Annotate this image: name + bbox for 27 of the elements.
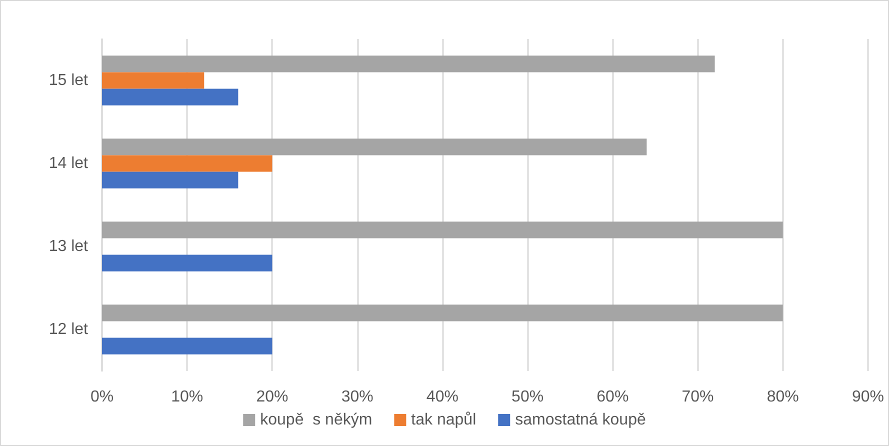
x-tick-label: 20% — [256, 388, 288, 406]
bar — [102, 338, 272, 354]
bar — [102, 88, 238, 106]
x-tick-label: 0% — [90, 388, 114, 406]
x-tick-label: 90% — [852, 388, 884, 406]
x-tick-label: 30% — [341, 388, 374, 406]
y-tick-label: 13 let — [48, 238, 89, 255]
bar — [102, 155, 272, 172]
bar — [102, 172, 238, 188]
y-tick-label: 15 let — [48, 72, 89, 89]
legend-label: koupě s někým — [260, 412, 372, 428]
x-tick-label: 50% — [512, 388, 544, 406]
x-tick-label: 10% — [171, 388, 204, 406]
bar — [102, 56, 715, 72]
x-tick-label: 40% — [426, 388, 458, 406]
x-tick-label: 70% — [682, 388, 714, 406]
x-tick-label: 80% — [766, 388, 799, 406]
y-tick-label: 14 let — [48, 155, 89, 172]
bar — [102, 254, 272, 272]
legend-label: samostatná koupě — [515, 412, 646, 428]
bar — [102, 138, 647, 156]
x-tick-label: 60% — [596, 388, 629, 406]
y-tick-label: 12 let — [48, 321, 89, 338]
bar — [102, 304, 783, 322]
legend-label: tak napůl — [411, 412, 476, 428]
bar — [102, 222, 783, 238]
bar — [102, 72, 204, 89]
